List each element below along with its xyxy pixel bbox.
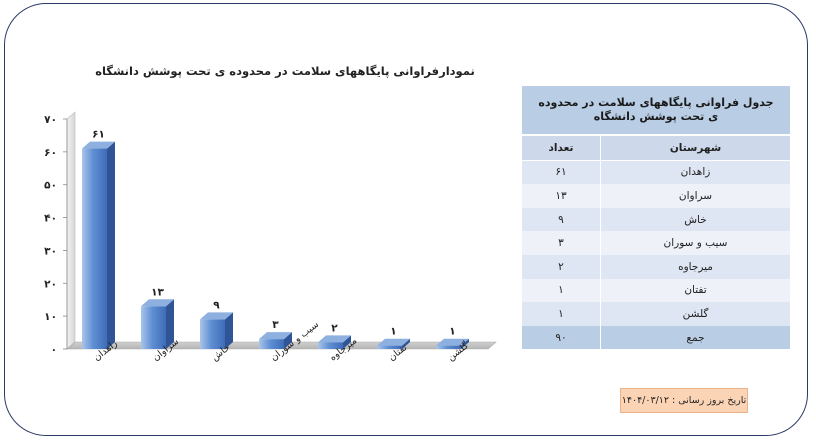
row-count: ۱	[522, 302, 601, 326]
bar	[318, 342, 343, 349]
table-header-row: تعداد شهرستان	[522, 136, 790, 161]
update-date: تاریخ بروز رسانی : ۱۴۰۴/۰۳/۱۲	[620, 388, 748, 413]
bar-side	[343, 335, 351, 349]
table-total-row: ۹۰ جمع	[522, 325, 790, 350]
bar	[377, 345, 402, 349]
bar-side	[225, 312, 233, 349]
row-city: گلشن	[600, 302, 790, 326]
row-count: ۹	[522, 207, 601, 232]
data-table: تعداد شهرستان ۶۱ زاهدان ۱۳ سراوان ۹ خاش ۳ سیب و…	[522, 136, 790, 350]
total-value: ۹۰	[522, 325, 601, 350]
y-tick-label: ۶۰	[44, 147, 57, 159]
bar-top	[200, 312, 233, 320]
bar	[200, 319, 225, 349]
row-city: سراوان	[600, 184, 790, 208]
table-row: ۱۳ سراوان	[522, 184, 790, 208]
y-tick-label: ۵۰	[44, 180, 57, 192]
bar-top	[436, 338, 469, 346]
row-count: ۲	[522, 254, 601, 279]
row-count: ۶۱	[522, 160, 601, 185]
bar-value-label: ۲	[331, 322, 338, 334]
bar	[141, 306, 166, 349]
table-row: ۹ خاش	[522, 207, 790, 232]
bar-value-label: ۱	[449, 326, 455, 338]
bar	[259, 339, 284, 349]
table-row: ۲ میرجاوه	[522, 254, 790, 279]
bar-side	[284, 332, 292, 349]
bar-value-label: ۳	[272, 319, 279, 331]
bar-value-label: ۶۱	[92, 129, 105, 141]
total-label: جمع	[600, 325, 790, 350]
bar-value-label: ۹	[213, 299, 220, 311]
chart-wall	[66, 111, 76, 350]
bar-side	[107, 141, 115, 349]
row-count: ۱۳	[522, 184, 601, 208]
row-city: تفتان	[600, 278, 790, 303]
y-tick-label: ۱۰	[44, 311, 57, 323]
bar-top	[377, 338, 410, 346]
row-city: زاهدان	[600, 160, 790, 185]
bar-value-label: ۱۳	[151, 286, 164, 298]
row-city: خاش	[600, 207, 790, 232]
bar-side	[166, 299, 174, 349]
table-row: ۱ گلشن	[522, 302, 790, 326]
row-city: میرجاوه	[600, 254, 790, 279]
bar-top	[82, 141, 115, 149]
table-row: ۶۱ زاهدان	[522, 160, 790, 185]
y-tick-label: ۰	[51, 344, 57, 356]
bar	[436, 345, 461, 349]
bar-side	[461, 338, 469, 349]
row-count: ۳	[522, 231, 601, 255]
table-row: ۳ سیب و سوران	[522, 231, 790, 255]
y-tick-label: ۳۰	[44, 245, 57, 257]
table-title: جدول فراوانی پایگاههای سلامت در محدوده ی…	[522, 86, 790, 135]
bar-top	[141, 299, 174, 307]
bar-side	[402, 338, 410, 349]
header-count: تعداد	[522, 136, 601, 161]
row-city: سیب و سوران	[600, 231, 790, 255]
chart-title: نمودارفراوانی پایگاههای سلامت در محدوده …	[95, 64, 475, 78]
row-count: ۱	[522, 278, 601, 303]
y-tick-label: ۷۰	[44, 114, 57, 126]
header-city: شهرستان	[600, 136, 790, 161]
bar-value-label: ۱	[390, 326, 396, 338]
bar-top	[318, 335, 351, 343]
y-tick-label: ۲۰	[44, 278, 57, 290]
bar-top	[259, 332, 292, 340]
table-row: ۱ تفتان	[522, 278, 790, 303]
y-tick-label: ۴۰	[44, 213, 57, 225]
bar	[82, 148, 107, 349]
